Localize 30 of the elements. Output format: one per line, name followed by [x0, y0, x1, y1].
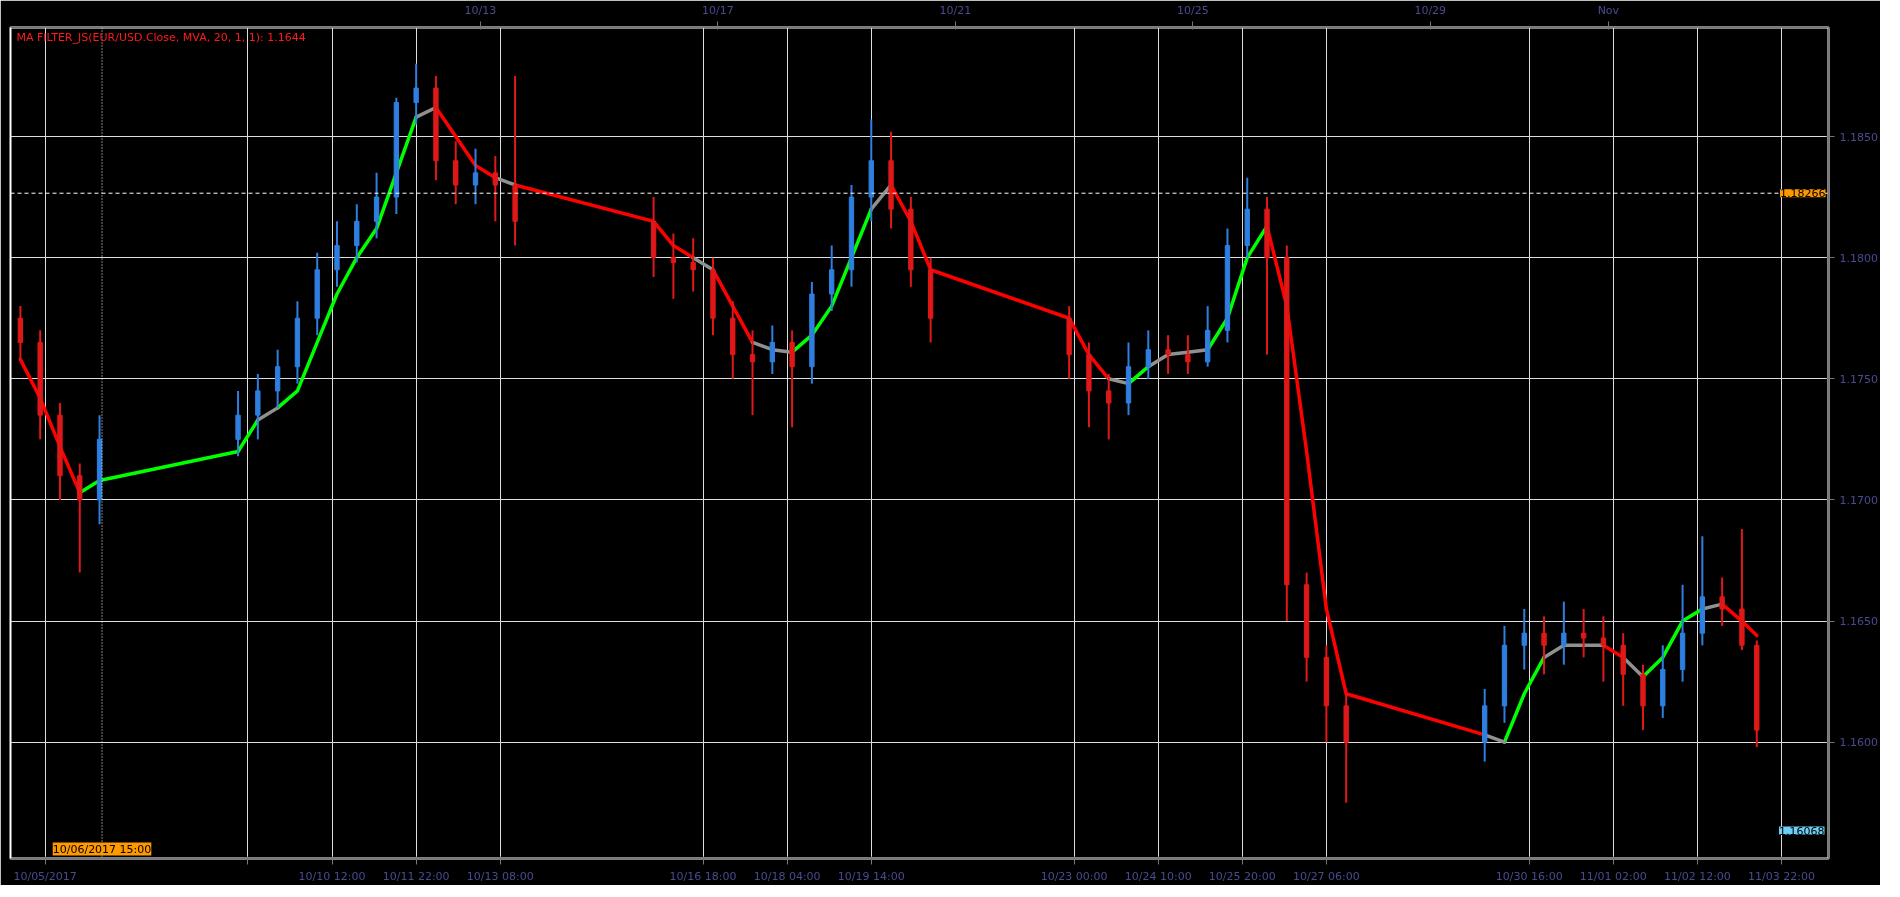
x-tick-label: 11/01 02:00 [1579, 869, 1647, 883]
x2-tick-label: 10/25 [1176, 3, 1209, 17]
x-tick-label: 10/19 14:00 [837, 869, 905, 883]
x-tick-label: 10/27 06:00 [1292, 869, 1360, 883]
ref-line-label: 10/06/2017 15:00 [52, 842, 152, 856]
x-tick-label: 10/16 18:00 [669, 869, 737, 883]
y-tick-label: 1.1700 [1839, 493, 1878, 507]
x-tick-label: 10/10 12:00 [298, 869, 366, 883]
x-tick-label: 10/11 22:00 [382, 869, 450, 883]
x-tick-label: 11/03 22:00 [1748, 869, 1815, 883]
y-tick-label: 1.1750 [1839, 372, 1878, 386]
x2-tick-label: Nov [1597, 3, 1620, 17]
x-tick-label: 10/18 04:00 [753, 869, 821, 883]
annotation: 1.16068 [1779, 824, 1825, 838]
x2-tick-label: 10/13 [464, 3, 497, 17]
x-tick-label: 10/05/2017 [13, 869, 77, 883]
y-tick-label: 1.1650 [1839, 615, 1878, 629]
y-tick-label: 1.1800 [1839, 251, 1878, 265]
x2-tick-label: 10/17 [702, 3, 734, 17]
x-tick-label: 10/13 08:00 [466, 869, 534, 883]
ref-line-label: 1.18266 [1780, 187, 1826, 201]
x-tick-label: 10/24 10:00 [1124, 869, 1192, 883]
y-tick-label: 1.1600 [1839, 736, 1878, 750]
x2-tick-label: 10/29 [1414, 3, 1447, 17]
x-tick-label: 10/23 00:00 [1040, 869, 1108, 883]
x2-tick-label: 10/21 [939, 3, 972, 17]
y-tick-label: 1.1850 [1839, 130, 1878, 144]
x-tick-label: 10/25 20:00 [1208, 869, 1276, 883]
x-tick-label: 10/30 16:00 [1495, 869, 1563, 883]
x-tick-label: 11/02 12:00 [1663, 869, 1731, 883]
